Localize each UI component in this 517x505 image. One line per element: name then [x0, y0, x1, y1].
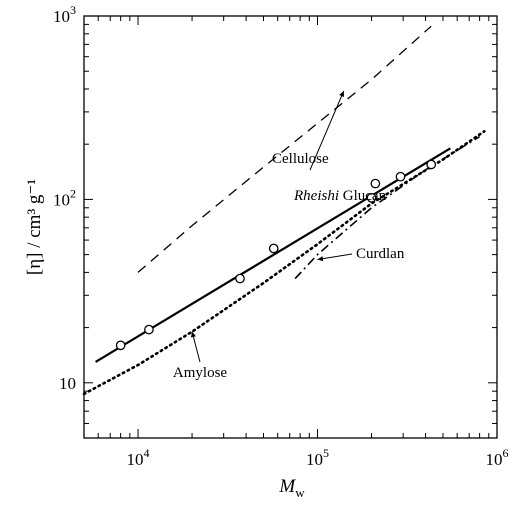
x-tick-label: 106 — [486, 446, 509, 469]
x-tick-label: 104 — [127, 446, 150, 469]
data-point — [268, 243, 279, 254]
plot-frame — [83, 15, 498, 439]
annotations: Cellulose Rheishi Glucan Curdlan Amylose — [173, 90, 405, 381]
y-tick-label: 10 — [59, 374, 76, 393]
series-line-amylose — [82, 130, 486, 396]
axis-titles: Mw [η] / cm³ g⁻¹ — [24, 179, 305, 500]
data-point — [395, 171, 406, 182]
annotation-label: Rheishi Glucan — [293, 188, 387, 204]
x-tick-label: 105 — [306, 446, 329, 469]
annotation-arrowhead — [339, 90, 345, 97]
annotation-arrowhead — [317, 256, 324, 262]
series-line-curdlan — [294, 135, 481, 280]
data-point — [115, 340, 126, 351]
data-point — [426, 159, 437, 170]
data-point — [370, 178, 381, 189]
annotation-label: Curdlan — [356, 246, 405, 262]
y-tick-label: 103 — [53, 3, 76, 26]
data-points — [115, 159, 437, 351]
data-point — [144, 324, 154, 335]
annotation-arrow — [317, 253, 353, 261]
data-point — [235, 273, 245, 284]
series-line-cellulose — [137, 25, 432, 273]
axis-ticks — [83, 15, 498, 439]
annotation-label: Cellulose — [272, 151, 329, 167]
annotation-arrowhead — [190, 331, 196, 338]
tick-labels: 104 105 106 10 102 103 — [53, 3, 509, 469]
y-axis-title: [η] / cm³ g⁻¹ — [24, 179, 45, 276]
annotation-label: Amylose — [173, 365, 228, 381]
series-lines — [82, 25, 486, 396]
y-tick-label: 102 — [53, 186, 76, 209]
data-point — [366, 192, 377, 203]
annotation-arrow — [309, 90, 345, 171]
x-axis-title: Mw — [278, 476, 305, 500]
series-line-rheishi-glucan — [95, 147, 451, 363]
